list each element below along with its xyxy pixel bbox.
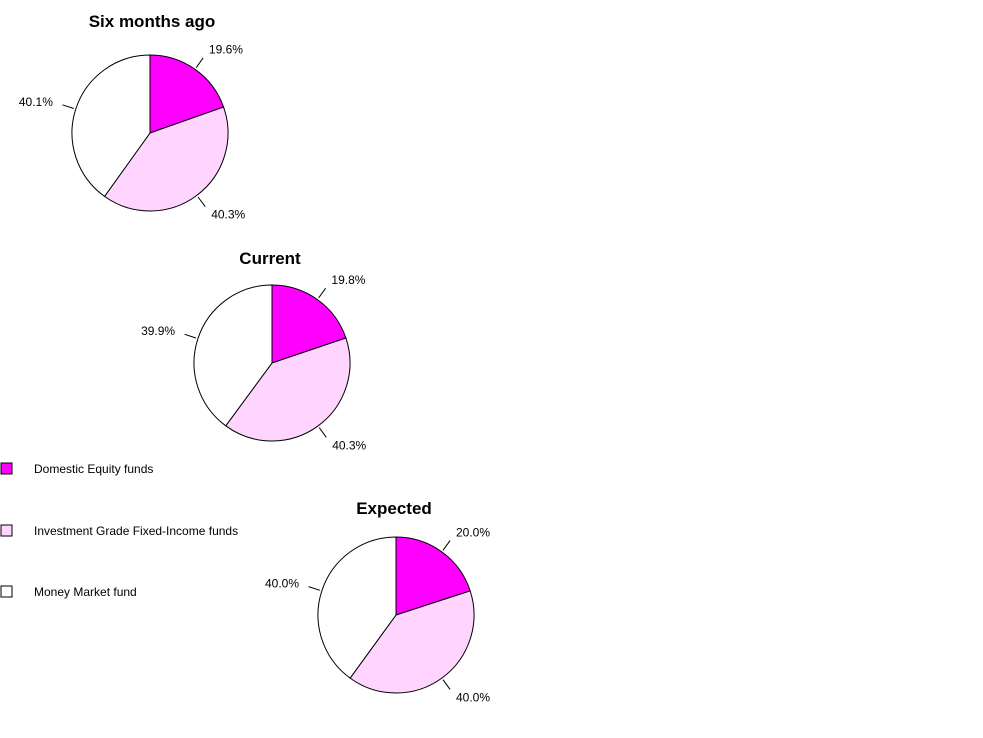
data-label-domestic-equity: 19.6% — [209, 43, 243, 57]
leader-line-money-market — [308, 586, 321, 591]
data-label-domestic-equity: 20.0% — [456, 526, 490, 540]
leader-line-fixed-income — [197, 196, 206, 207]
legend-item-domestic-equity: Domestic Equity funds — [0, 462, 153, 476]
pie-slice-domestic-equity — [395, 536, 471, 616]
data-label-fixed-income: 40.3% — [211, 208, 245, 222]
chart-title: Six months ago — [89, 12, 216, 31]
legend-label-domestic-equity: Domestic Equity funds — [34, 462, 153, 476]
data-label-fixed-income: 40.3% — [332, 438, 366, 452]
pie-slice-fixed-income — [349, 590, 475, 694]
legend: Domestic Equity funds Investment Grade F… — [0, 462, 238, 599]
pie-slice-money-market — [193, 284, 273, 427]
pie-slice-fixed-income — [225, 337, 351, 442]
pie-slice-domestic-equity — [271, 284, 347, 364]
leader-line-domestic-equity — [318, 287, 327, 299]
pie-chart-six-months-ago: 19.6% 40.3% 40.1% Six months ago — [19, 12, 246, 222]
leader-line-money-market — [62, 104, 74, 109]
pie-slice-fixed-income — [103, 106, 229, 212]
data-label-domestic-equity: 19.8% — [331, 273, 365, 287]
legend-label-fixed-income: Investment Grade Fixed-Income funds — [34, 524, 238, 538]
leader-line-fixed-income — [318, 427, 327, 438]
pie-slice-money-market — [317, 536, 397, 679]
data-label-fixed-income: 40.0% — [456, 691, 490, 705]
chart-title: Current — [239, 249, 301, 268]
leader-line-domestic-equity — [442, 540, 451, 551]
legend-swatch-domestic-equity — [0, 462, 13, 475]
leader-line-domestic-equity — [195, 57, 204, 68]
legend-swatch-money-market — [0, 585, 13, 598]
data-label-money-market: 39.9% — [141, 324, 175, 338]
legend-item-fixed-income: Investment Grade Fixed-Income funds — [0, 524, 238, 538]
legend-label-money-market: Money Market fund — [34, 585, 137, 599]
legend-item-money-market: Money Market fund — [0, 585, 137, 599]
data-label-money-market: 40.0% — [265, 577, 299, 591]
pie-chart-expected: 20.0% 40.0% 40.0% Expected — [265, 499, 490, 705]
pie-slice-money-market — [71, 54, 151, 198]
leader-line-fixed-income — [442, 679, 451, 690]
leader-line-money-market — [184, 333, 197, 339]
pie-chart-current: 19.8% 40.3% 39.9% Current — [141, 249, 366, 452]
chart-title: Expected — [356, 499, 432, 518]
data-label-money-market: 40.1% — [19, 95, 53, 109]
legend-swatch-fixed-income — [0, 524, 13, 537]
